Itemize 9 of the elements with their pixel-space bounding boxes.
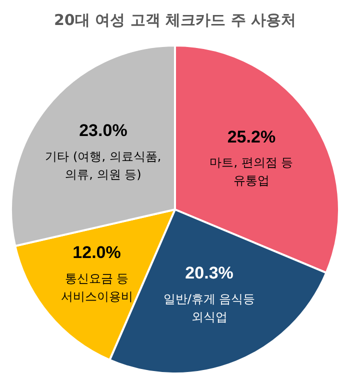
- slice-label: 일반/휴게 음식등 외식업: [163, 292, 256, 324]
- data-label: 23.0%: [79, 120, 128, 140]
- slice-label: 기타 (여행, 의료식품, 의류, 의원 등): [45, 149, 162, 182]
- data-label: 12.0%: [72, 243, 121, 262]
- slice-label: 통신요금 등 서비스이용비: [60, 272, 133, 304]
- chart-title: 20대 여성 고객 체크카드 주 사용처: [54, 10, 296, 29]
- slice-label: 마트, 편의점 등 유통업: [210, 156, 294, 188]
- data-label: 25.2%: [227, 127, 276, 146]
- data-label: 20.3%: [185, 263, 234, 282]
